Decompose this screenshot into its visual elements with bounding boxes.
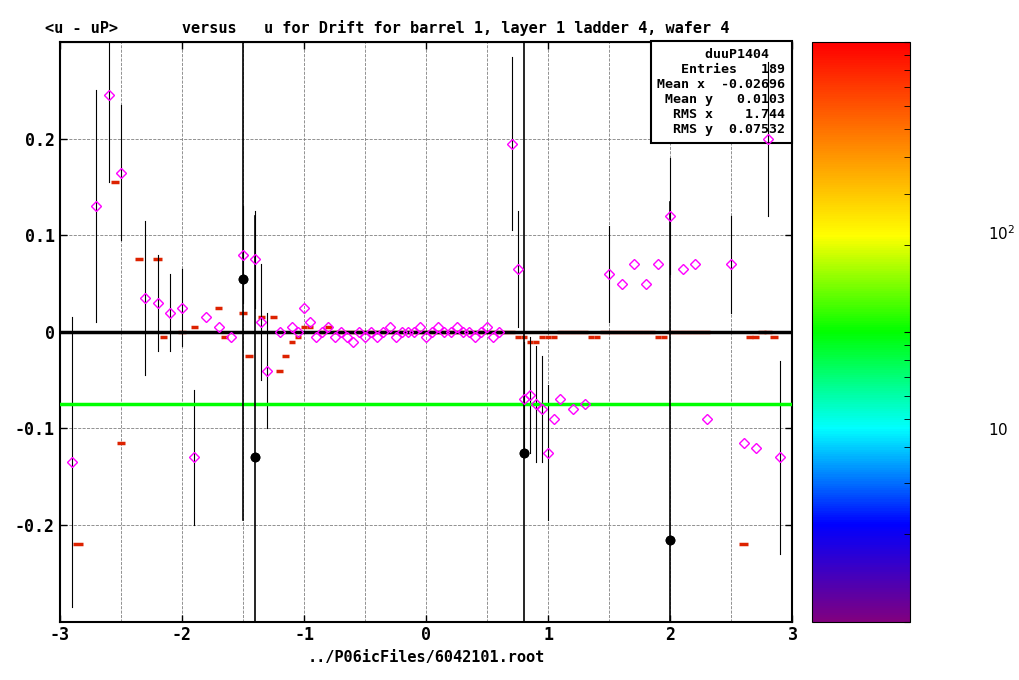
- Text: $10$: $10$: [987, 422, 1008, 439]
- Text: <u - uP>       versus   u for Drift for barrel 1, layer 1 ladder 4, wafer 4: <u - uP> versus u for Drift for barrel 1…: [46, 20, 729, 37]
- Text: duuP1404  
Entries   189
Mean x  -0.02696
Mean y   0.0103
RMS x    1.744
RMS y  : duuP1404 Entries 189 Mean x -0.02696 Mea…: [656, 48, 785, 136]
- Text: $10^2$: $10^2$: [987, 224, 1015, 243]
- X-axis label: ../P06icFiles/6042101.root: ../P06icFiles/6042101.root: [308, 650, 544, 665]
